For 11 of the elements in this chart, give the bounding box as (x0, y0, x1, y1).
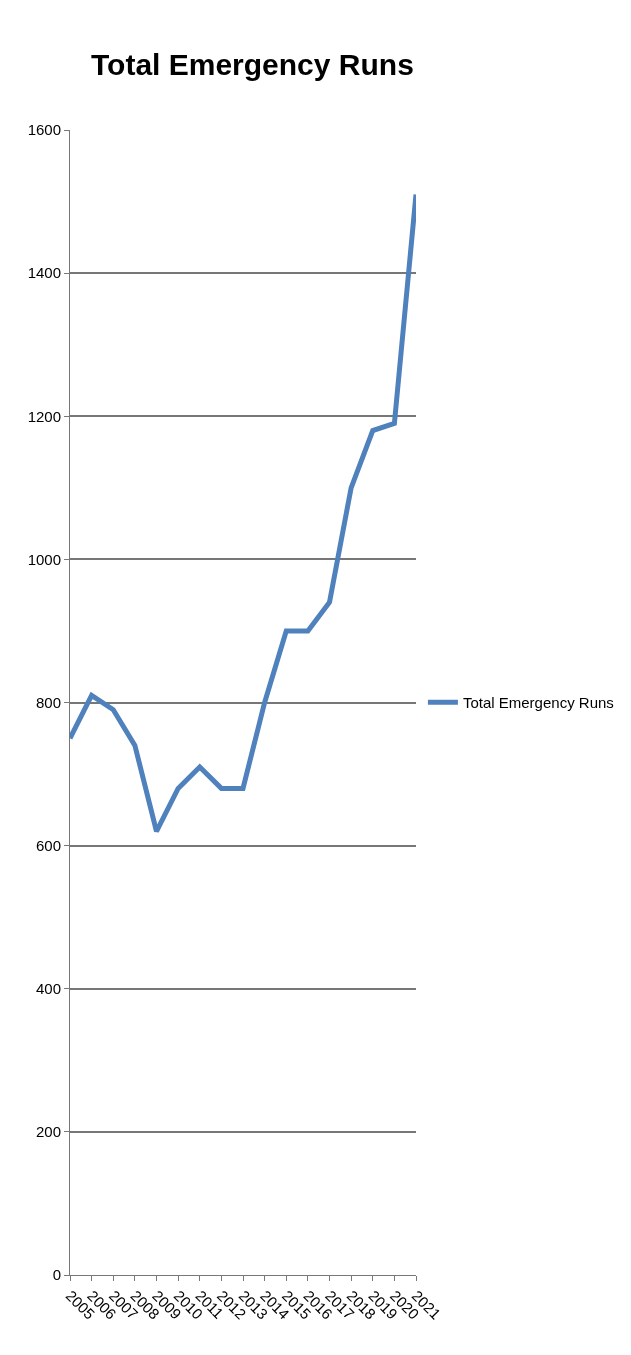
y-tick-label: 1200 (27, 407, 61, 425)
y-tick-label: 200 (35, 1123, 61, 1141)
chart-title: Total Emergency Runs (90, 48, 414, 82)
y-tick-label: 800 (35, 693, 61, 711)
y-tick-label: 400 (35, 980, 61, 997)
y-tick-label: 1000 (27, 550, 61, 568)
y-tick-label: 1600 (27, 121, 61, 139)
y-tick-label: 600 (35, 836, 61, 854)
legend-label: Total Emergency Runs (462, 694, 614, 712)
y-tick-label: 0 (52, 1266, 61, 1284)
y-tick-label: 1400 (27, 264, 61, 282)
